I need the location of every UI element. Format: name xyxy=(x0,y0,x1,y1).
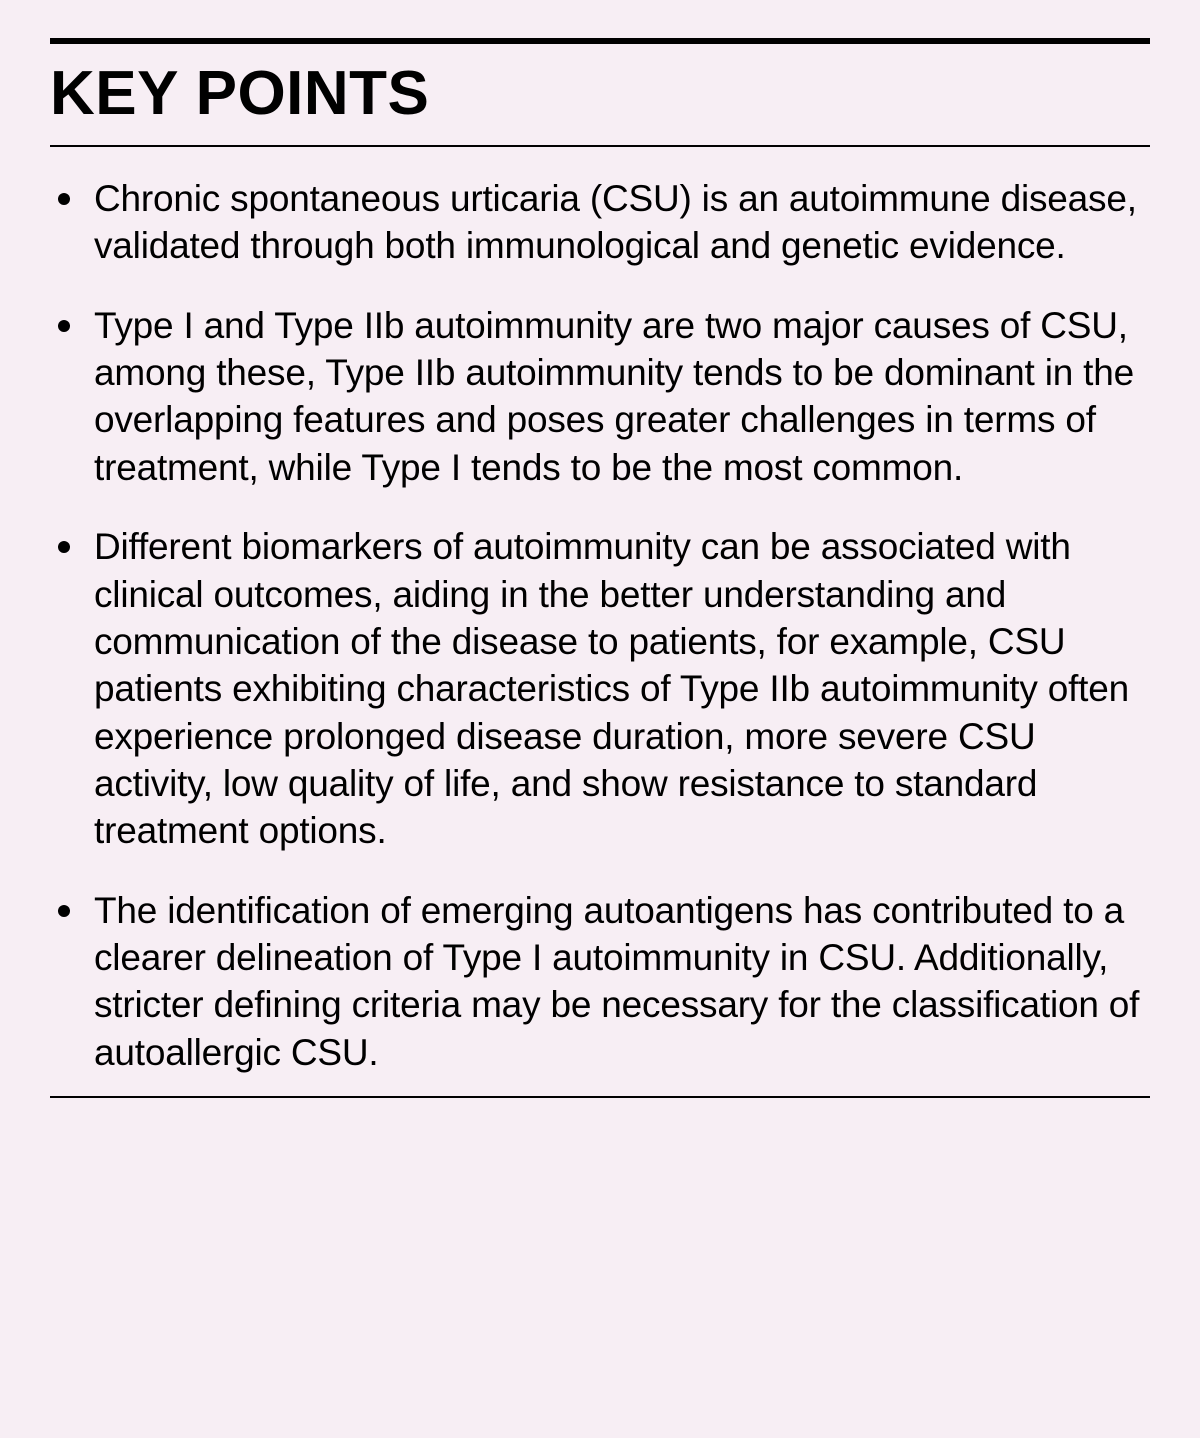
list-item: Type I and Type IIb autoimmunity are two… xyxy=(50,302,1150,491)
list-item: The identification of emerging autoantig… xyxy=(50,887,1150,1076)
list-item: Chronic spontaneous urticaria (CSU) is a… xyxy=(50,175,1150,270)
mid-rule xyxy=(50,145,1150,147)
bullet-list: Chronic spontaneous urticaria (CSU) is a… xyxy=(50,175,1150,1076)
key-points-box: KEY POINTS Chronic spontaneous urticaria… xyxy=(50,38,1150,1098)
bottom-rule xyxy=(50,1096,1150,1098)
top-rule xyxy=(50,38,1150,44)
heading: KEY POINTS xyxy=(50,58,1150,129)
list-item: Different biomarkers of autoimmunity can… xyxy=(50,523,1150,855)
